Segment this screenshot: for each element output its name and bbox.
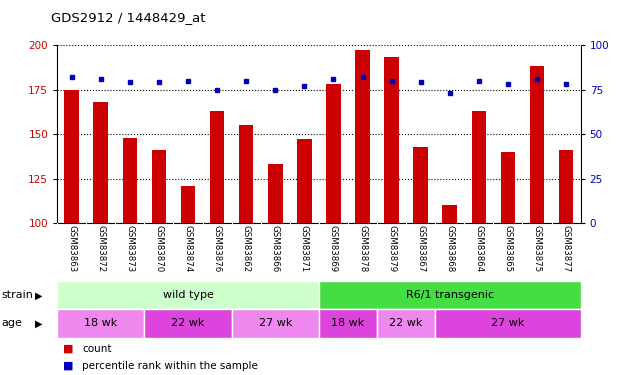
Bar <box>530 66 544 223</box>
Bar <box>232 309 319 338</box>
Bar <box>57 281 319 309</box>
Bar <box>384 57 399 223</box>
Text: GSM83873: GSM83873 <box>125 225 134 272</box>
Text: GSM83879: GSM83879 <box>387 225 396 272</box>
Bar <box>152 150 166 223</box>
Text: GSM83875: GSM83875 <box>533 225 542 272</box>
Bar <box>65 90 79 223</box>
Text: 18 wk: 18 wk <box>84 318 117 328</box>
Text: percentile rank within the sample: percentile rank within the sample <box>82 361 258 370</box>
Text: count: count <box>82 344 112 354</box>
Text: GSM83878: GSM83878 <box>358 225 367 272</box>
Text: ■: ■ <box>63 344 74 354</box>
Text: GDS2912 / 1448429_at: GDS2912 / 1448429_at <box>51 11 206 24</box>
Bar <box>443 206 457 223</box>
Bar <box>94 102 108 223</box>
Text: GSM83877: GSM83877 <box>561 225 571 272</box>
Bar <box>239 125 253 223</box>
Bar <box>435 309 581 338</box>
Text: GSM83863: GSM83863 <box>67 225 76 272</box>
Text: GSM83871: GSM83871 <box>300 225 309 272</box>
Bar <box>144 309 232 338</box>
Bar <box>181 186 195 223</box>
Text: GSM83862: GSM83862 <box>242 225 251 272</box>
Text: 18 wk: 18 wk <box>332 318 365 328</box>
Bar <box>377 309 435 338</box>
Bar <box>297 140 312 223</box>
Text: GSM83869: GSM83869 <box>329 225 338 272</box>
Text: 27 wk: 27 wk <box>258 318 292 328</box>
Bar <box>559 150 573 223</box>
Bar <box>319 309 377 338</box>
Text: 27 wk: 27 wk <box>491 318 525 328</box>
Bar <box>471 111 486 223</box>
Bar <box>414 147 428 223</box>
Text: GSM83874: GSM83874 <box>184 225 193 272</box>
Text: age: age <box>2 318 23 328</box>
Bar <box>57 309 144 338</box>
Bar <box>319 281 581 309</box>
Text: GSM83865: GSM83865 <box>504 225 512 272</box>
Bar <box>210 111 224 223</box>
Text: wild type: wild type <box>163 290 214 300</box>
Bar <box>268 164 283 223</box>
Text: GSM83870: GSM83870 <box>155 225 163 272</box>
Text: R6/1 transgenic: R6/1 transgenic <box>406 290 494 300</box>
Text: ▶: ▶ <box>35 290 43 300</box>
Text: 22 wk: 22 wk <box>171 318 205 328</box>
Text: 22 wk: 22 wk <box>389 318 423 328</box>
Bar <box>122 138 137 223</box>
Text: GSM83872: GSM83872 <box>96 225 105 272</box>
Bar <box>501 152 515 223</box>
Text: GSM83868: GSM83868 <box>445 225 454 272</box>
Bar <box>355 50 369 223</box>
Text: GSM83867: GSM83867 <box>416 225 425 272</box>
Text: GSM83876: GSM83876 <box>212 225 222 272</box>
Text: strain: strain <box>2 290 34 300</box>
Text: GSM83864: GSM83864 <box>474 225 483 272</box>
Bar <box>326 84 341 223</box>
Text: ▶: ▶ <box>35 318 43 328</box>
Text: GSM83866: GSM83866 <box>271 225 279 272</box>
Text: ■: ■ <box>63 361 74 370</box>
